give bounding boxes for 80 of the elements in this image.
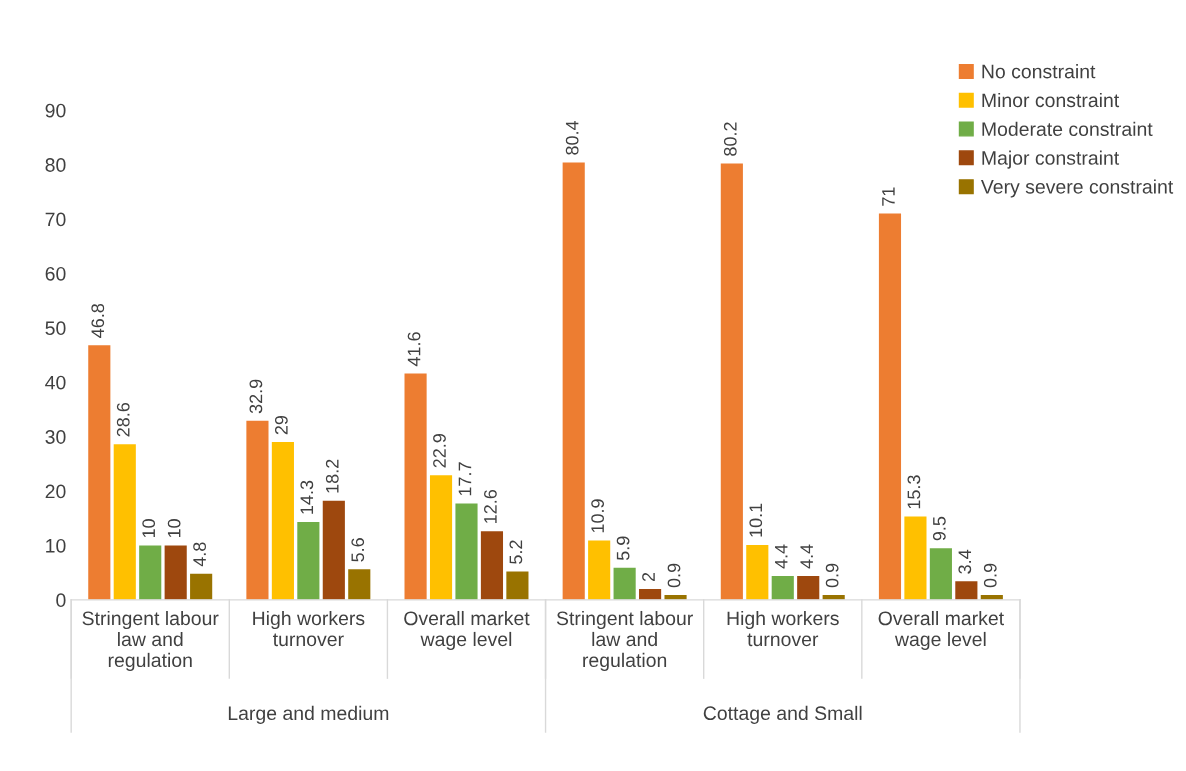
bar: [562, 162, 585, 600]
data-label: 4.4: [800, 544, 813, 569]
data-label: 46.8: [91, 303, 105, 338]
bar: [297, 522, 320, 600]
data-label: 12.6: [484, 490, 497, 523]
data-label: 71: [882, 187, 895, 206]
data-label: 5.9: [616, 536, 630, 561]
text: Cottage and Small: [703, 705, 862, 724]
y-tick-label: 0: [56, 593, 66, 608]
data-label: 5.2: [509, 540, 523, 564]
x-tick-label: High workers turnover: [727, 610, 839, 647]
y-tick-label: 60: [45, 266, 66, 281]
y-tick-label: 50: [45, 321, 66, 336]
data-label: 17.7: [458, 462, 472, 496]
y-tick-label: 70: [45, 212, 66, 227]
data-label: 80.4: [565, 120, 579, 155]
y-tick-label: 40: [45, 375, 66, 390]
data-label: 10: [167, 519, 181, 538]
x-tick-label: Stringent labour law and regulation: [556, 610, 693, 671]
y-tick-label: 90: [45, 103, 66, 118]
data-label: 2: [642, 572, 655, 582]
data-label: 32.9: [249, 379, 263, 414]
bar: [348, 569, 371, 600]
data-label: 4.4: [775, 544, 788, 569]
y-tick-label: 30: [45, 430, 66, 444]
x-tick-label: Stringent labour law and regulation: [82, 610, 219, 671]
bar: [771, 575, 794, 600]
data-label: 10: [142, 519, 156, 538]
bar: [113, 444, 136, 600]
bar: [322, 500, 345, 600]
bar: [164, 545, 187, 600]
bar: [88, 345, 111, 600]
bar: [797, 575, 820, 600]
data-label: 18.2: [325, 459, 339, 493]
bar: [139, 545, 162, 600]
bar: [639, 588, 662, 600]
bar: [878, 213, 902, 600]
bar: [480, 531, 504, 600]
data-label: 5.6: [351, 538, 365, 562]
data-label: 10.1: [749, 503, 763, 537]
bar: [720, 163, 743, 600]
x-tick-label: Overall market wage level: [878, 610, 1004, 651]
data-label: 15.3: [907, 475, 921, 509]
legend-label: No constraint: [982, 64, 1096, 79]
bar: [904, 516, 927, 600]
bar: [746, 544, 769, 600]
bar: [955, 581, 978, 600]
bar: [455, 503, 478, 600]
y-tick-label: 10: [46, 538, 66, 553]
bar: [929, 548, 952, 600]
y-tick-label: 80: [45, 158, 66, 172]
bar: [404, 373, 427, 600]
data-label: 9.5: [932, 516, 946, 541]
data-label: 14.3: [300, 480, 314, 514]
x-tick-label: High workers turnover: [253, 610, 365, 647]
legend-label: Major constraint: [982, 150, 1120, 169]
data-label: 29: [274, 415, 288, 435]
data-label: 3.4: [958, 549, 972, 574]
legend-label: Minor constraint: [982, 92, 1120, 108]
data-label: 41.6: [407, 332, 421, 367]
data-label: 0.9: [983, 563, 997, 588]
text: Large and medium: [228, 705, 389, 724]
bar: [246, 420, 269, 600]
data-label: 0.9: [667, 563, 681, 588]
legend-label: Very severe constraint: [980, 179, 1174, 198]
legend-label: Moderate constraint: [982, 121, 1153, 137]
bar: [271, 442, 294, 600]
data-label: 10.9: [591, 499, 605, 533]
y-tick-label: 20: [45, 484, 66, 499]
data-label: 28.6: [116, 402, 130, 437]
bar: [190, 573, 213, 600]
bar: [588, 540, 611, 600]
data-label: 80.2: [723, 122, 737, 156]
data-label: 0.9: [825, 563, 839, 588]
bar: [613, 567, 636, 600]
data-label: 4.8: [193, 542, 206, 567]
data-label: 22.9: [433, 434, 446, 468]
x-tick-label: Overall market wage level: [404, 610, 530, 651]
bar: [506, 571, 529, 600]
bar: [429, 475, 453, 600]
